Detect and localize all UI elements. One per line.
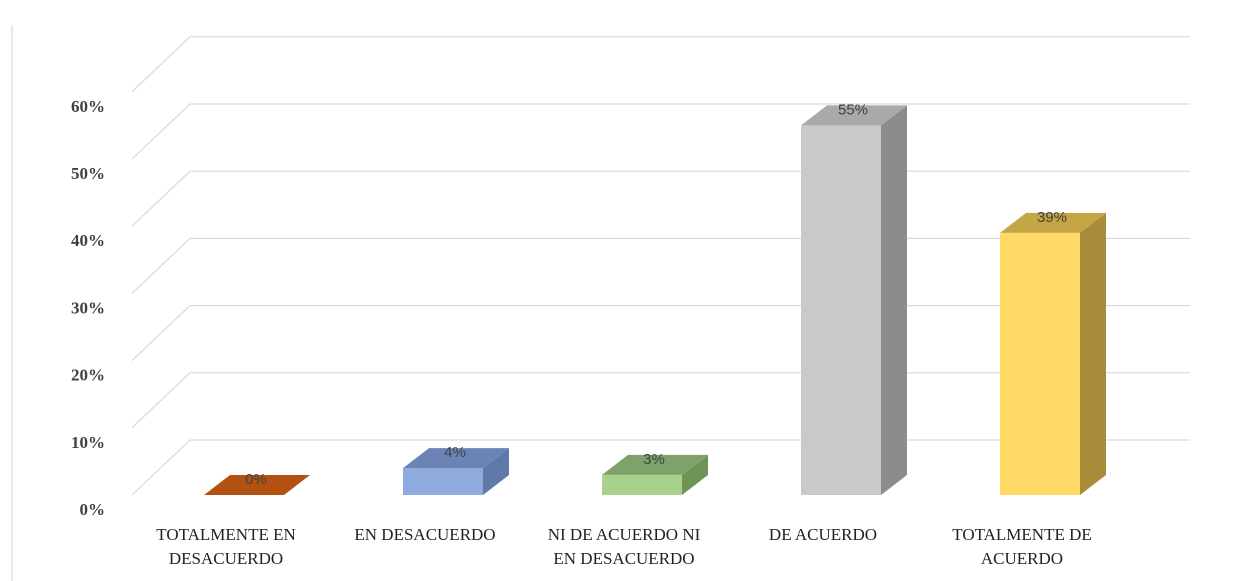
gridline-diagonal — [131, 170, 191, 227]
gridline-diagonal — [131, 36, 191, 93]
bars — [204, 105, 1106, 496]
bar-3 — [602, 454, 708, 495]
bar-side — [881, 105, 907, 496]
category-label: TOTALMENTE EN — [156, 525, 296, 544]
data-label: 0% — [245, 471, 267, 488]
bar-front — [1000, 232, 1080, 496]
y-tick-label: 30% — [71, 298, 105, 317]
gridline-diagonal — [131, 439, 191, 496]
bar-1 — [204, 475, 310, 495]
category-labels: TOTALMENTE EN DESACUERDO EN DESACUERDO NI D… — [156, 525, 1092, 568]
bar-side — [1080, 212, 1106, 496]
data-label: 39% — [1037, 209, 1067, 226]
bar-top — [204, 475, 310, 495]
data-labels: 0% 4% 3% 55% 39% — [245, 101, 1067, 488]
y-tick-label: 20% — [71, 366, 105, 385]
bar-5 — [1000, 212, 1106, 496]
y-tick-label: 40% — [71, 231, 105, 250]
category-label: EN DESACUERDO — [354, 525, 495, 544]
bar-4 — [801, 105, 907, 496]
bar-front — [801, 125, 881, 496]
category-label: EN DESACUERDO — [553, 549, 694, 568]
y-tick-label: 60% — [71, 97, 105, 116]
y-tick-label: 50% — [71, 164, 105, 183]
gridlines — [131, 36, 1190, 496]
bar-2 — [403, 448, 509, 495]
bar-top — [1000, 212, 1106, 233]
gridline-diagonal — [131, 372, 191, 429]
y-tick-label: 10% — [71, 433, 105, 452]
data-label: 55% — [838, 101, 868, 118]
gridline-diagonal — [131, 103, 191, 160]
data-label: 3% — [643, 451, 665, 468]
category-label: ACUERDO — [981, 549, 1063, 568]
bar-top — [403, 448, 509, 469]
category-label: DESACUERDO — [169, 549, 283, 568]
category-label: TOTALMENTE DE — [952, 525, 1092, 544]
category-label: DE ACUERDO — [769, 525, 877, 544]
data-label: 4% — [444, 444, 466, 461]
category-label: NI DE ACUERDO NI — [548, 525, 701, 544]
bar-front — [602, 474, 682, 495]
y-tick-label: 0% — [80, 500, 106, 519]
bar-front — [403, 468, 483, 495]
gridline-diagonal — [131, 237, 191, 294]
gridline-diagonal — [131, 305, 191, 362]
bar-top — [801, 105, 907, 126]
bar-side — [483, 448, 509, 495]
bar-side — [682, 454, 708, 495]
y-axis-ticks: 0% 10% 20% 30% 40% 50% 60% — [71, 97, 105, 519]
bar-top — [602, 454, 708, 475]
